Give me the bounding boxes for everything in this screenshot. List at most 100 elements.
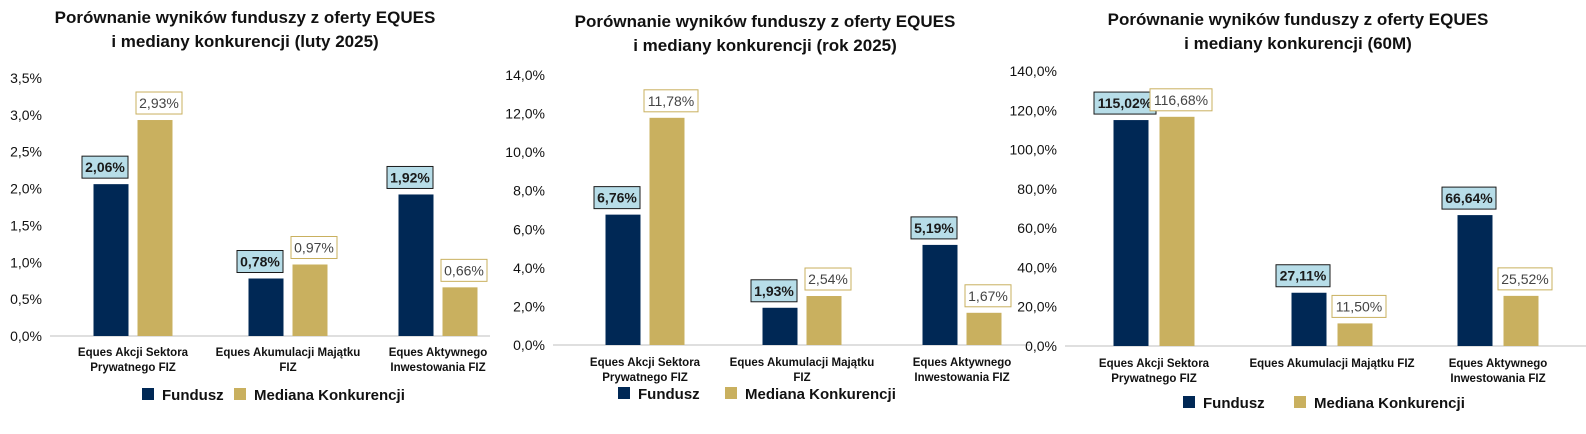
category-label: Eques Akumulacji Majątku (216, 347, 361, 359)
data-label-box-mediana (804, 267, 852, 291)
y-tick-label: 0,0% (10, 328, 42, 344)
data-label-box-mediana (964, 284, 1012, 308)
data-label-mediana: 0,97% (294, 239, 334, 255)
y-tick-label: 8,0% (513, 183, 545, 199)
data-label-box-fundusz (1441, 186, 1497, 210)
bar-fundusz (605, 214, 641, 345)
y-tick-label: 3,0% (10, 107, 42, 123)
category-label: Inwestowania FIZ (914, 372, 1009, 384)
y-tick-label: 2,5% (10, 144, 42, 160)
data-label-mediana: 0,66% (444, 262, 484, 278)
bar-chart: 0,0% 2,0% 4,0% 6,0% 8,0% 10,0% 12,0% 14,0% 6,76%… (505, 67, 1030, 403)
category-label: FIZ (793, 372, 810, 384)
bar-fundusz (248, 278, 284, 336)
category-label: Inwestowania FIZ (1450, 373, 1545, 385)
category-label: FIZ (279, 362, 296, 374)
bar-mediana (1503, 295, 1539, 346)
bar-mediana (292, 264, 328, 336)
y-tick-label: 140,0% (1010, 63, 1057, 79)
y-tick-label: 1,0% (10, 254, 42, 270)
data-label-fundusz: 1,93% (754, 283, 794, 299)
data-label-box-fundusz (1275, 264, 1331, 288)
category-label: Eques Aktywnego (389, 347, 488, 359)
chart-title-line1: Porównanie wyników funduszy z oferty EQU… (1107, 10, 1489, 29)
bar-fundusz (922, 244, 958, 345)
category-label: Inwestowania FIZ (390, 362, 485, 374)
chart-title-line2: i mediany konkurencji (rok 2025) (633, 36, 897, 55)
y-tick-label: 14,0% (505, 67, 545, 83)
category-label: Eques Aktywnego (913, 357, 1012, 369)
legend-swatch-mediana (1294, 396, 1306, 408)
bar-fundusz (93, 184, 129, 336)
data-label-fundusz: 2,06% (85, 159, 125, 175)
bar-mediana (1337, 323, 1373, 346)
data-label-box-fundusz (236, 250, 284, 274)
bar-fundusz (398, 194, 434, 336)
data-label-mediana: 11,50% (1336, 298, 1382, 314)
data-label-box-mediana (440, 258, 488, 282)
y-tick-label: 100,0% (1010, 142, 1057, 158)
data-label-fundusz: 5,19% (914, 220, 954, 236)
bar-fundusz (762, 307, 798, 345)
bar-chart: 0,0% 0,5% 1,0% 1,5% 2,0% 2,5% 3,0% 3,5% 2,06% 2,9… (10, 70, 490, 404)
data-label-mediana: 1,67% (968, 288, 1008, 304)
chart-title-line2: i mediany konkurencji (luty 2025) (111, 32, 379, 51)
data-label-box-fundusz (593, 186, 641, 210)
data-label-box-mediana (643, 89, 699, 113)
data-label-mediana: 2,93% (139, 95, 179, 111)
chart-title: Porównanie wyników funduszy z oferty EQU… (0, 6, 490, 54)
chart-title-line1: Porównanie wyników funduszy z oferty EQU… (54, 8, 436, 27)
bar-fundusz (1113, 120, 1149, 346)
chart-title-line1: Porównanie wyników funduszy z oferty EQU… (574, 12, 956, 31)
category-label: Prywatnego FIZ (1111, 373, 1197, 385)
chart-title-line2: i mediany konkurencji (60M) (1184, 34, 1412, 53)
legend-label-mediana: Mediana Konkurencji (745, 386, 896, 403)
legend-label-mediana: Mediana Konkurencji (254, 387, 405, 404)
category-label: Eques Akcji Sektora (78, 347, 189, 359)
y-tick-label: 0,0% (513, 337, 545, 353)
bar-mediana (442, 287, 478, 336)
chart-panel-rok-2025: Porównanie wyników funduszy z oferty EQU… (500, 0, 1030, 429)
legend-swatch-mediana (725, 387, 737, 399)
legend-swatch-fundusz (1183, 396, 1195, 408)
bar-mediana (137, 120, 173, 336)
legend-swatch-mediana (234, 388, 246, 400)
y-tick-label: 1,5% (10, 217, 42, 233)
chart-title: Porównanie wyników funduszy z oferty EQU… (1010, 8, 1586, 56)
bar-mediana (1159, 116, 1195, 346)
data-label-fundusz: 66,64% (1445, 190, 1493, 206)
data-label-mediana: 116,68% (1154, 92, 1208, 108)
category-label: Eques Akcji Sektora (1099, 358, 1210, 370)
category-label: Eques Akcji Sektora (590, 357, 701, 369)
y-tick-label: 2,0% (513, 298, 545, 314)
y-tick-label: 12,0% (505, 106, 545, 122)
y-tick-label: 0,5% (10, 291, 42, 307)
category-label: Prywatnego FIZ (90, 362, 176, 374)
data-label-mediana: 11,78% (648, 93, 694, 109)
legend-swatch-fundusz (142, 388, 154, 400)
y-tick-label: 20,0% (1017, 299, 1057, 315)
data-label-box-mediana (290, 235, 338, 259)
y-tick-label: 60,0% (1017, 220, 1057, 236)
legend-label-fundusz: Fundusz (638, 386, 700, 403)
bar-mediana (649, 117, 685, 345)
chart-title: Porównanie wyników funduszy z oferty EQU… (500, 10, 1030, 58)
data-label-box-mediana (1149, 88, 1213, 112)
chart-panel-luty-2025: Porównanie wyników funduszy z oferty EQU… (0, 0, 490, 429)
data-label-box-fundusz (750, 279, 798, 303)
category-label: Eques Akumulacji Majątku FIZ (1249, 358, 1414, 370)
data-label-box-mediana (135, 91, 183, 115)
legend-label-fundusz: Fundusz (162, 387, 224, 404)
chart-panel-60m: Porównanie wyników funduszy z oferty EQU… (1010, 0, 1586, 429)
bar-fundusz (1457, 215, 1493, 346)
data-label-box-mediana (1497, 267, 1553, 291)
bar-chart: 0,0% 20,0% 40,0% 60,0% 80,0% 100,0% 120,0% 140,… (1010, 63, 1586, 412)
y-tick-label: 2,0% (10, 181, 42, 197)
data-label-fundusz: 115,02% (1098, 95, 1153, 111)
bar-fundusz (1291, 292, 1327, 346)
category-label: Eques Aktywnego (1449, 358, 1548, 370)
data-label-fundusz: 1,92% (390, 169, 430, 185)
y-tick-label: 4,0% (513, 260, 545, 276)
y-tick-label: 120,0% (1010, 102, 1057, 118)
bar-mediana (806, 296, 842, 345)
